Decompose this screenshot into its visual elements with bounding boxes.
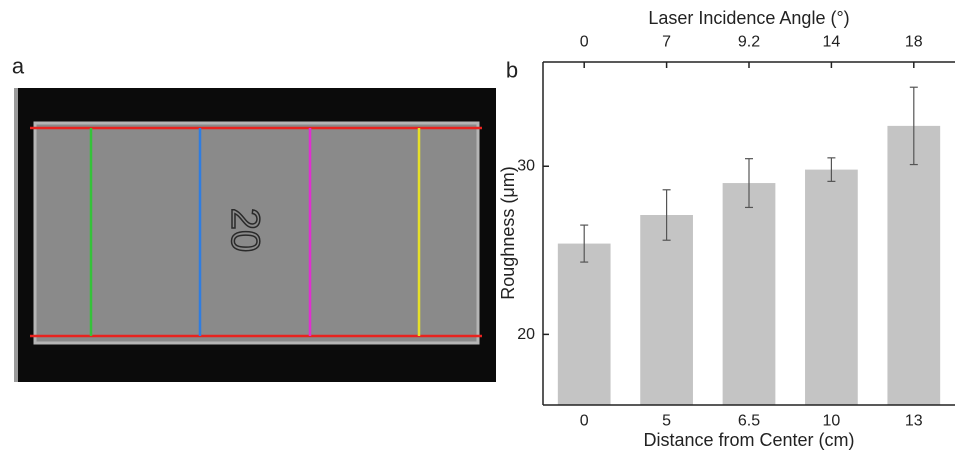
x2-tick-label: 0	[580, 34, 589, 51]
y-axis-label: Roughness (μm)	[498, 166, 518, 299]
sample-surface	[35, 123, 478, 343]
x2-tick-label: 9.2	[738, 34, 760, 51]
bar	[722, 183, 776, 405]
photo-edge	[14, 88, 18, 382]
x-tick-label: 0	[580, 413, 589, 430]
x2-axis-label: Laser Incidence Angle (°)	[648, 8, 849, 28]
bar	[557, 243, 611, 405]
x-axis-label: Distance from Center (cm)	[643, 430, 854, 450]
y-tick-label: 30	[517, 158, 535, 175]
sample-edge	[33, 121, 480, 345]
x-tick-label: 5	[662, 413, 671, 430]
x-tick-label: 13	[905, 413, 923, 430]
x2-tick-label: 18	[905, 34, 923, 51]
panel-label: b	[506, 58, 518, 83]
bar	[640, 215, 693, 405]
x-tick-label: 6.5	[738, 413, 760, 430]
photo-panel: 20	[14, 88, 496, 382]
x-tick-label: 10	[823, 413, 841, 430]
bar	[805, 169, 858, 405]
engraving: 20	[223, 208, 267, 253]
panel-label: a	[12, 54, 25, 79]
bar	[887, 125, 941, 406]
x2-tick-label: 7	[662, 34, 671, 51]
x2-tick-label: 14	[823, 34, 841, 51]
y-tick-label: 20	[517, 326, 535, 343]
